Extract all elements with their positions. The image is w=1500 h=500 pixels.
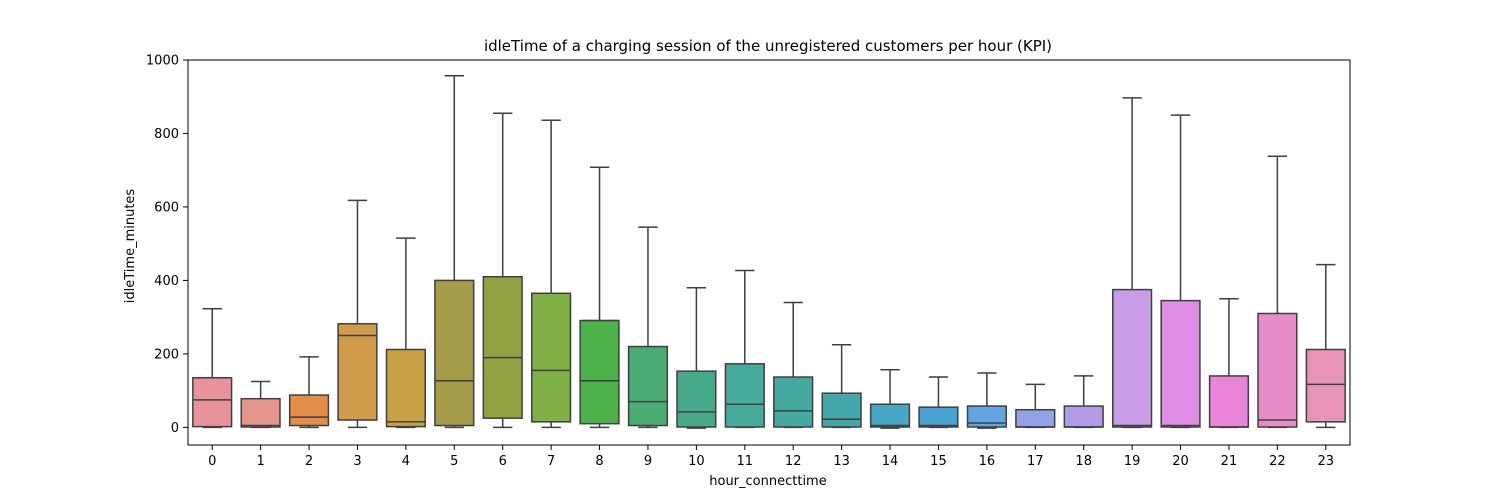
x-tick-label: 9 xyxy=(644,454,652,469)
x-tick-label: 7 xyxy=(547,454,555,469)
x-tick-label: 13 xyxy=(833,454,850,469)
box-hour-16 xyxy=(966,372,1007,429)
y-tick-label: 400 xyxy=(154,274,179,289)
iqr-box xyxy=(869,403,911,428)
chart-title: idleTime of a charging session of the un… xyxy=(484,37,1052,55)
x-tick-label: 2 xyxy=(305,454,313,469)
x-tick-label: 5 xyxy=(450,454,458,469)
x-tick-label: 20 xyxy=(1172,454,1189,469)
box-hour-15 xyxy=(918,376,959,429)
box-hour-11 xyxy=(724,269,765,429)
x-tick-label: 3 xyxy=(353,454,361,469)
x-tick-label: 4 xyxy=(402,454,410,469)
x-tick-label: 18 xyxy=(1075,454,1092,469)
x-tick-label: 16 xyxy=(979,454,996,469)
iqr-box xyxy=(192,377,233,428)
box-hour-12 xyxy=(773,301,814,429)
box-hour-9 xyxy=(627,226,669,429)
box-hour-7 xyxy=(531,119,572,429)
x-tick-label: 6 xyxy=(499,454,507,469)
iqr-box xyxy=(1208,375,1250,428)
x-tick-label: 12 xyxy=(785,454,802,469)
box-hour-8 xyxy=(579,166,620,429)
iqr-box xyxy=(773,376,814,428)
x-tick-label: 15 xyxy=(930,454,947,469)
x-tick-label: 23 xyxy=(1318,454,1335,469)
box-hour-18 xyxy=(1063,375,1104,429)
box-hour-13 xyxy=(821,343,862,429)
iqr-box xyxy=(385,348,426,428)
y-tick-label: 1000 xyxy=(146,54,179,69)
x-axis: 0 1 2 3 4 5 6 7 8 9 10 11 12 13 14 15 16 17 18 19 20 21 22 23 xyxy=(208,445,1334,469)
box-hour-0 xyxy=(192,307,233,429)
iqr-box xyxy=(579,319,620,425)
iqr-box xyxy=(434,279,475,427)
x-tick-label: 0 xyxy=(208,454,216,469)
box-hour-1 xyxy=(240,380,281,429)
iqr-box xyxy=(1015,408,1056,428)
y-tick-label: 600 xyxy=(154,200,179,215)
y-axis-label: idleTime_minutes xyxy=(123,189,138,304)
iqr-box xyxy=(482,275,523,419)
x-tick-label: 1 xyxy=(256,454,264,469)
box-hour-22 xyxy=(1257,155,1298,429)
box-hour-17 xyxy=(1015,383,1056,429)
x-tick-label: 22 xyxy=(1269,454,1286,469)
box-hour-4 xyxy=(385,237,426,429)
y-tick-label: 800 xyxy=(154,127,179,142)
x-tick-label: 19 xyxy=(1124,454,1141,469)
box-hour-3 xyxy=(337,199,378,429)
iqr-box xyxy=(724,363,765,428)
iqr-box xyxy=(966,405,1007,428)
x-tick-label: 11 xyxy=(737,454,754,469)
iqr-box xyxy=(676,370,717,428)
iqr-box xyxy=(240,397,281,428)
iqr-box xyxy=(531,292,572,423)
box-hour-2 xyxy=(288,356,330,429)
y-axis: 0 200 400 600 800 1000 xyxy=(146,54,188,436)
box-hour-23 xyxy=(1305,263,1346,429)
box-hour-6 xyxy=(482,112,523,429)
iqr-box xyxy=(1063,405,1104,428)
box-hour-21 xyxy=(1208,298,1250,429)
box-hour-5 xyxy=(434,75,475,429)
iqr-box xyxy=(1112,288,1153,428)
iqr-box xyxy=(337,323,378,421)
x-tick-label: 14 xyxy=(882,454,899,469)
iqr-box xyxy=(1160,299,1201,428)
iqr-box xyxy=(288,394,330,427)
box-hour-19 xyxy=(1112,97,1153,429)
x-tick-label: 17 xyxy=(1027,454,1044,469)
x-tick-label: 8 xyxy=(595,454,603,469)
iqr-box xyxy=(1257,312,1298,428)
iqr-box xyxy=(918,406,959,428)
x-tick-label: 21 xyxy=(1221,454,1238,469)
box-hour-20 xyxy=(1160,114,1201,429)
iqr-box xyxy=(821,392,862,428)
y-tick-label: 200 xyxy=(154,347,179,362)
x-tick-label: 10 xyxy=(688,454,705,469)
iqr-box xyxy=(1305,348,1346,423)
plot-frame xyxy=(187,59,1351,446)
iqr-box xyxy=(627,345,669,427)
boxes-layer xyxy=(192,75,1346,429)
x-axis-label: hour_connecttime xyxy=(709,474,826,489)
y-tick-label: 0 xyxy=(171,421,179,436)
box-hour-14 xyxy=(869,368,911,429)
box-hour-10 xyxy=(676,287,717,429)
